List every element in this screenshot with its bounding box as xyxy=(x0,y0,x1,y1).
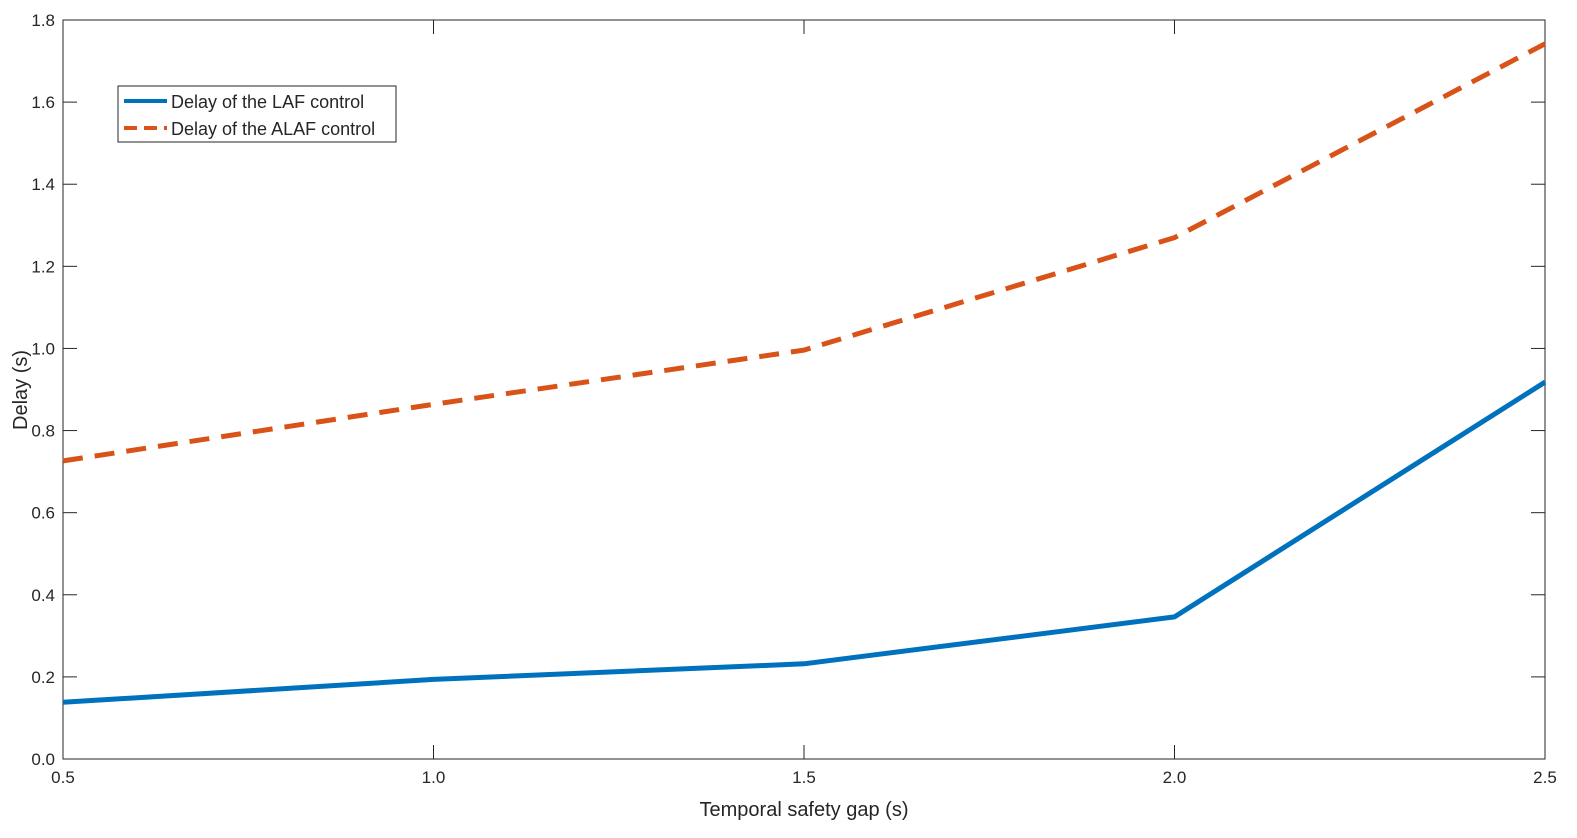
y-axis-label: Delay (s) xyxy=(10,350,32,430)
y-tick-label: 0.2 xyxy=(31,668,55,687)
y-tick-label: 0.0 xyxy=(31,750,55,769)
y-tick-label: 0.8 xyxy=(31,422,55,441)
x-tick-label: 1.0 xyxy=(422,768,446,787)
x-axis-label: Temporal safety gap (s) xyxy=(700,799,909,821)
legend: Delay of the LAF control Delay of the AL… xyxy=(117,85,397,143)
y-tick-label: 1.6 xyxy=(31,93,55,112)
series-line-laf xyxy=(62,379,1547,705)
x-tick-label: 2.0 xyxy=(1163,768,1187,787)
x-tick-label: 2.5 xyxy=(1533,768,1557,787)
y-tick-label: 1.8 xyxy=(31,11,55,30)
y-tick-label: 1.0 xyxy=(31,339,55,358)
y-tick-label: 1.4 xyxy=(31,175,55,194)
legend-label-laf: Delay of the LAF control xyxy=(171,92,364,112)
plot-area xyxy=(62,19,1546,760)
legend-box xyxy=(117,85,397,143)
y-tick-label: 0.6 xyxy=(31,504,55,523)
series-line-alaf xyxy=(62,41,1547,464)
legend-label-alaf: Delay of the ALAF control xyxy=(171,119,375,139)
x-tick-label: 0.5 xyxy=(51,768,75,787)
y-tick-label: 0.4 xyxy=(31,586,55,605)
x-tick-label: 1.5 xyxy=(792,768,816,787)
x-axis: 0.5 1.0 1.5 2.0 2.5 xyxy=(51,20,1557,787)
y-axis: 0.0 0.2 0.4 0.6 0.8 1.0 1.2 1.4 1.6 1.8 xyxy=(31,11,1545,769)
series-layer xyxy=(62,41,1547,705)
y-tick-label: 1.2 xyxy=(31,257,55,276)
